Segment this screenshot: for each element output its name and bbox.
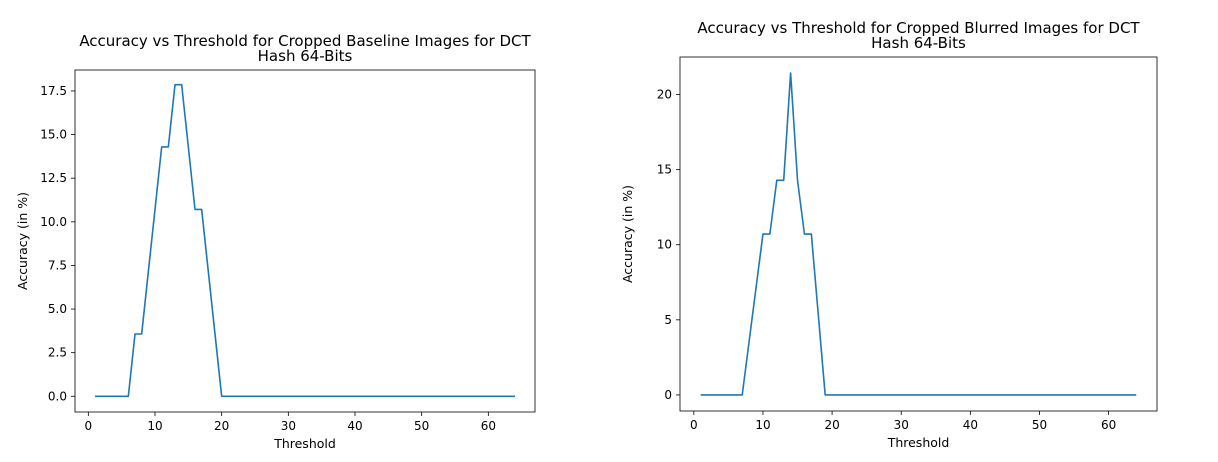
x-axis-label: Threshold <box>887 435 950 450</box>
y-tick-label: 7.5 <box>48 258 67 272</box>
chart-2: Accuracy vs Threshold for Cropped Blurre… <box>620 19 1158 450</box>
x-tick-label: 10 <box>755 418 770 432</box>
x-tick-label: 40 <box>963 418 978 432</box>
chart-1: Accuracy vs Threshold for Cropped Baseli… <box>15 32 536 451</box>
chart-title-line: Hash 64-Bits <box>258 47 353 65</box>
y-tick-label: 2.5 <box>48 346 67 360</box>
x-tick-label: 20 <box>824 418 839 432</box>
y-tick-label: 15.0 <box>40 128 67 142</box>
x-tick-label: 0 <box>85 419 93 433</box>
x-axis-label: Threshold <box>273 436 336 451</box>
x-tick-label: 50 <box>1032 418 1047 432</box>
x-tick-label: 30 <box>894 418 909 432</box>
y-tick-label: 5 <box>664 313 672 327</box>
y-tick-label: 20 <box>657 88 672 102</box>
chart-title-line: Hash 64-Bits <box>871 34 966 52</box>
series-line <box>700 72 1137 396</box>
x-tick-label: 10 <box>147 419 162 433</box>
x-tick-label: 60 <box>481 419 496 433</box>
x-tick-label: 40 <box>347 419 362 433</box>
y-tick-label: 0.0 <box>48 389 67 403</box>
y-tick-label: 5.0 <box>48 302 67 316</box>
series-line <box>95 83 515 398</box>
x-tick-label: 20 <box>214 419 229 433</box>
x-tick-label: 60 <box>1101 418 1116 432</box>
y-axis-label: Accuracy (in %) <box>620 185 635 283</box>
x-tick-label: 50 <box>414 419 429 433</box>
y-tick-label: 10 <box>657 238 672 252</box>
chart-title-line: Accuracy vs Threshold for Cropped Blurre… <box>697 19 1140 37</box>
x-tick-label: 0 <box>690 418 698 432</box>
y-tick-label: 12.5 <box>40 171 67 185</box>
chart-title-line: Accuracy vs Threshold for Cropped Baseli… <box>79 32 531 50</box>
plot-frame <box>679 56 1158 412</box>
x-tick-label: 30 <box>281 419 296 433</box>
y-tick-label: 17.5 <box>40 84 67 98</box>
y-tick-label: 10.0 <box>40 215 67 229</box>
y-tick-label: 0 <box>664 388 672 402</box>
y-tick-label: 15 <box>657 163 672 177</box>
y-axis-label: Accuracy (in %) <box>15 192 30 290</box>
plot-frame <box>74 69 536 413</box>
